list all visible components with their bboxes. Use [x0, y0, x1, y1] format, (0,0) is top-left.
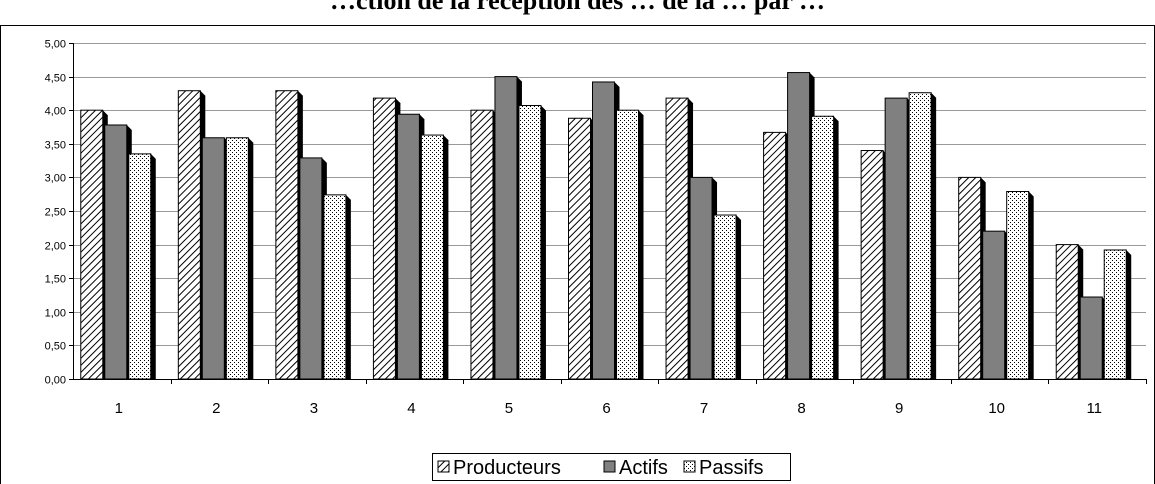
x-tick-label: 10	[988, 400, 1005, 417]
bar-producteurs-7	[665, 97, 689, 380]
legend-swatch-actifs	[603, 460, 616, 473]
bar-passifs-5	[518, 104, 542, 380]
y-tick-label: 0,00	[45, 375, 66, 387]
bar-producteurs-10	[958, 176, 982, 380]
bar-shadow	[931, 92, 937, 379]
bar-producteurs-11	[1055, 244, 1079, 380]
bar-producteurs-8	[763, 131, 787, 380]
bar-actifs-5	[494, 76, 518, 380]
bar-passifs-3	[323, 194, 347, 380]
bar-passifs-1	[128, 153, 152, 380]
bar-passifs-4	[420, 134, 444, 380]
bar-actifs-1	[104, 124, 128, 380]
x-tick-label: 6	[602, 400, 610, 417]
bar-producteurs-1	[80, 109, 104, 380]
legend-label-passifs: Passifs	[699, 457, 763, 479]
legend-swatch-producteurs	[437, 460, 450, 473]
chart-title: …ction de la réception des … de la … par…	[330, 0, 825, 15]
bar-passifs-6	[616, 109, 639, 380]
axes: 0,00 0,50 1,00 1,50 2,00 2,50 3,00 3,50 4,00 4,50…	[45, 39, 1147, 417]
bar-shadow	[638, 110, 644, 379]
y-tick-label: 0,50	[45, 341, 66, 353]
bar-passifs-7	[713, 214, 737, 380]
y-tick-label: 2,00	[45, 241, 66, 253]
bar-shadow	[833, 116, 839, 380]
bar-shadow	[345, 194, 351, 379]
bar-producteurs-4	[372, 97, 396, 380]
bar-shadow	[540, 105, 546, 379]
bar-passifs-8	[811, 115, 835, 380]
bar-producteurs-5	[470, 109, 494, 380]
bar-producteurs-6	[568, 117, 591, 380]
x-tick-label: 5	[505, 400, 513, 417]
y-tick-label: 1,00	[45, 308, 66, 320]
bar-passifs-10	[1006, 191, 1030, 380]
bar-actifs-6	[592, 81, 615, 380]
legend-label-actifs: Actifs	[619, 457, 668, 479]
x-tick-label: 8	[797, 400, 805, 417]
bar-shadow	[248, 137, 254, 379]
bar-shadow	[1126, 249, 1132, 379]
bar-shadow	[150, 153, 156, 379]
x-tick-label: 3	[310, 400, 318, 417]
y-tick-label: 3,50	[45, 140, 66, 152]
bar-shadow	[443, 135, 449, 379]
y-tick-label: 1,50	[45, 274, 66, 286]
bar-actifs-2	[201, 137, 225, 380]
bar-actifs-8	[787, 72, 811, 380]
y-tick-label: 4,00	[45, 106, 66, 118]
bar-actifs-4	[396, 113, 420, 380]
bar-actifs-7	[689, 176, 713, 380]
bar-producteurs-3	[275, 90, 299, 380]
legend: Producteurs Actifs Passifs	[432, 453, 791, 481]
x-tick-label: 2	[212, 400, 220, 417]
x-tick-label: 11	[1086, 400, 1102, 417]
y-tick-label: 2,50	[45, 207, 66, 219]
x-tick-label: 9	[895, 400, 903, 417]
legend-label-producteurs: Producteurs	[453, 457, 561, 479]
x-tick-label: 1	[115, 400, 123, 417]
y-tick-label: 5,00	[45, 39, 66, 51]
bar-actifs-10	[982, 230, 1006, 380]
bar-shadow	[736, 215, 742, 379]
bar-passifs-11	[1103, 249, 1127, 380]
bar-producteurs-9	[860, 150, 884, 380]
bar-producteurs-2	[177, 90, 201, 380]
bar-actifs-9	[884, 97, 908, 380]
bar-actifs-11	[1079, 296, 1103, 380]
bar-shadow	[1028, 191, 1034, 379]
x-tick-label: 4	[407, 400, 415, 417]
bar-actifs-3	[299, 157, 323, 380]
y-tick-label: 4,50	[45, 73, 66, 85]
legend-swatch-passifs	[683, 460, 696, 473]
bar-passifs-2	[225, 137, 249, 380]
x-tick-label: 7	[700, 400, 708, 417]
bars	[80, 72, 1132, 380]
y-tick-label: 3,00	[45, 173, 66, 185]
bar-passifs-9	[908, 92, 932, 380]
